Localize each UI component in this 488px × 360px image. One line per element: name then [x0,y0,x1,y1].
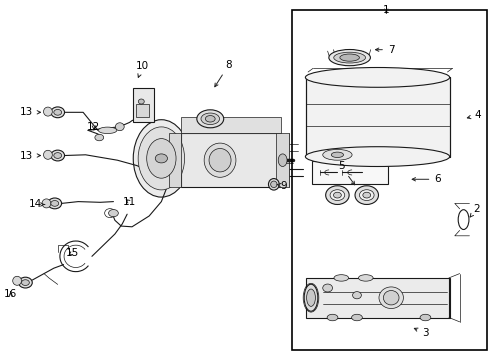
Ellipse shape [333,52,365,63]
Text: 5: 5 [337,161,354,185]
Ellipse shape [359,190,373,201]
Ellipse shape [95,134,103,141]
Ellipse shape [322,284,332,292]
Ellipse shape [115,123,124,131]
Ellipse shape [278,154,286,166]
Text: 4: 4 [467,110,481,120]
Ellipse shape [325,186,348,204]
Bar [136,104,148,117]
Ellipse shape [204,143,236,177]
Ellipse shape [362,192,370,198]
Ellipse shape [270,181,276,188]
Ellipse shape [209,148,231,172]
Ellipse shape [98,127,117,134]
Text: 7: 7 [375,45,394,55]
Ellipse shape [48,198,61,209]
Text: 1: 1 [382,5,389,15]
Bar [181,117,281,133]
Text: 12: 12 [87,122,101,132]
Text: 10: 10 [136,60,149,77]
Ellipse shape [205,116,215,122]
Ellipse shape [138,127,184,190]
Ellipse shape [43,107,52,116]
Ellipse shape [330,152,343,158]
Ellipse shape [42,199,51,208]
Ellipse shape [304,284,317,311]
Ellipse shape [196,110,223,128]
Text: 13: 13 [20,107,41,117]
Ellipse shape [354,186,378,204]
Text: 6: 6 [411,174,440,184]
Ellipse shape [351,314,362,321]
Ellipse shape [322,149,351,160]
Bar [305,77,449,157]
Ellipse shape [54,153,61,158]
Ellipse shape [54,109,61,115]
Text: 3: 3 [413,328,428,338]
Bar [181,133,281,187]
Ellipse shape [358,275,372,281]
Ellipse shape [138,99,144,104]
Ellipse shape [108,210,118,217]
Bar [133,88,153,122]
Ellipse shape [305,68,449,87]
Ellipse shape [333,275,348,281]
Text: 9: 9 [277,181,286,191]
Ellipse shape [378,287,403,309]
Ellipse shape [383,291,398,305]
Text: 14: 14 [28,199,44,210]
Ellipse shape [21,280,29,285]
Ellipse shape [326,314,337,321]
Text: 2: 2 [469,204,479,217]
Bar [292,10,486,350]
Ellipse shape [352,292,361,299]
Bar [276,133,288,187]
Ellipse shape [13,276,21,285]
Ellipse shape [133,120,189,197]
Ellipse shape [339,54,359,61]
Text: 13: 13 [20,150,41,161]
Ellipse shape [419,314,430,321]
Ellipse shape [329,190,344,201]
Ellipse shape [306,289,315,306]
Ellipse shape [328,49,369,66]
Ellipse shape [146,139,176,178]
Bar [168,133,181,187]
Bar [305,278,449,318]
Ellipse shape [51,107,64,118]
Bar [311,161,387,184]
Ellipse shape [268,179,279,190]
Text: 8: 8 [214,60,232,87]
Ellipse shape [333,192,341,198]
Ellipse shape [51,201,59,206]
Text: 16: 16 [4,289,18,300]
Ellipse shape [305,147,449,166]
Ellipse shape [201,113,219,125]
Text: 15: 15 [65,248,79,258]
Ellipse shape [51,150,64,161]
Ellipse shape [19,277,32,288]
Ellipse shape [43,150,52,159]
Ellipse shape [155,154,167,163]
Text: 11: 11 [122,197,136,207]
